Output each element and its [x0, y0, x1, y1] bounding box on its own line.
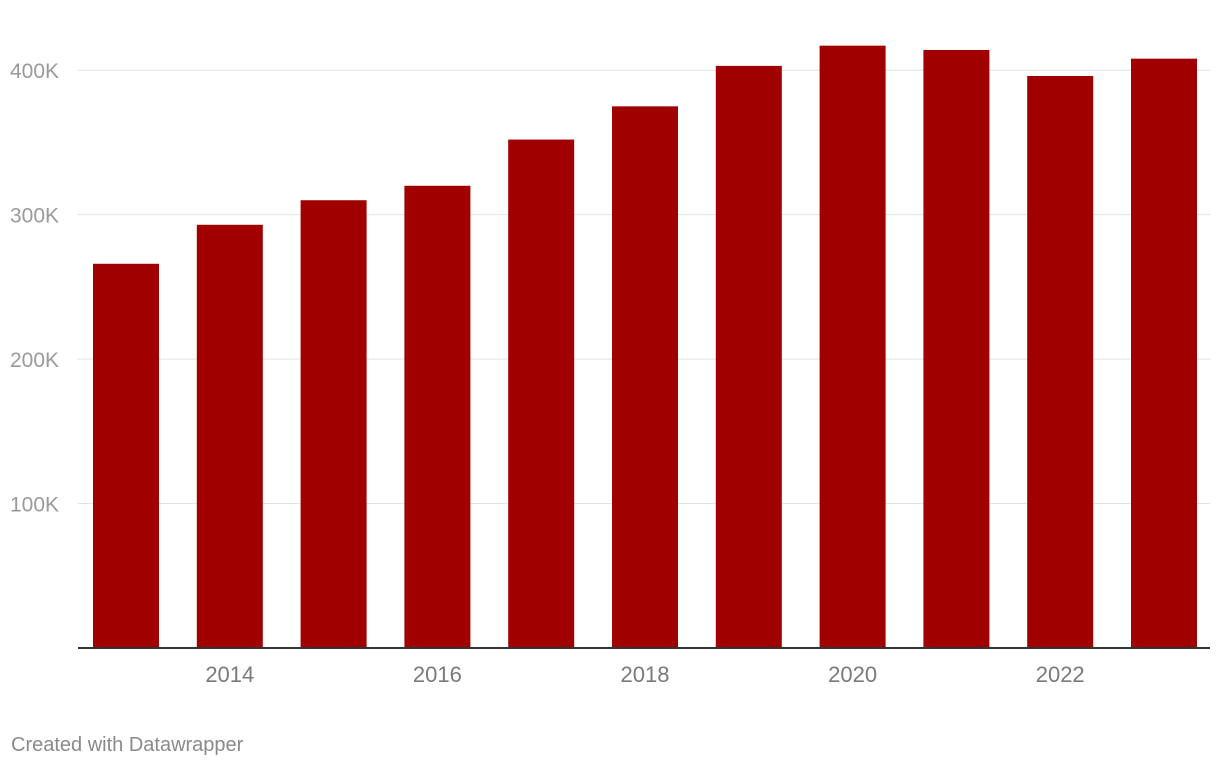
x-tick-label: 2022 [1036, 662, 1085, 687]
x-tick-label: 2020 [828, 662, 877, 687]
y-tick-label: 300K [10, 205, 59, 228]
datawrapper-credit[interactable]: Created with Datawrapper [11, 734, 244, 756]
bar-2018[interactable] [612, 106, 678, 649]
x-tick-label: 2014 [205, 662, 254, 687]
y-tick-label: 100K [10, 494, 59, 517]
bar-2020[interactable] [819, 45, 886, 648]
axes: 100K 200K 300K 400K 2014 2016 2018 2020 2022 [10, 60, 1210, 687]
bars [93, 45, 1197, 649]
bar-2023[interactable] [1131, 58, 1197, 648]
bar-2013[interactable] [93, 263, 159, 648]
bar-2019[interactable] [715, 65, 782, 648]
bar-2022[interactable] [1027, 76, 1094, 648]
y-tick-label: 400K [10, 60, 59, 83]
bar-2021[interactable] [923, 50, 990, 648]
bar-2014[interactable] [196, 224, 263, 648]
y-tick-label: 200K [10, 349, 59, 372]
x-tick-label: 2016 [413, 662, 462, 687]
bar-2016[interactable] [404, 185, 471, 648]
bar-2015[interactable] [300, 200, 367, 648]
bar-2017[interactable] [508, 139, 575, 649]
x-tick-label: 2018 [621, 662, 670, 687]
